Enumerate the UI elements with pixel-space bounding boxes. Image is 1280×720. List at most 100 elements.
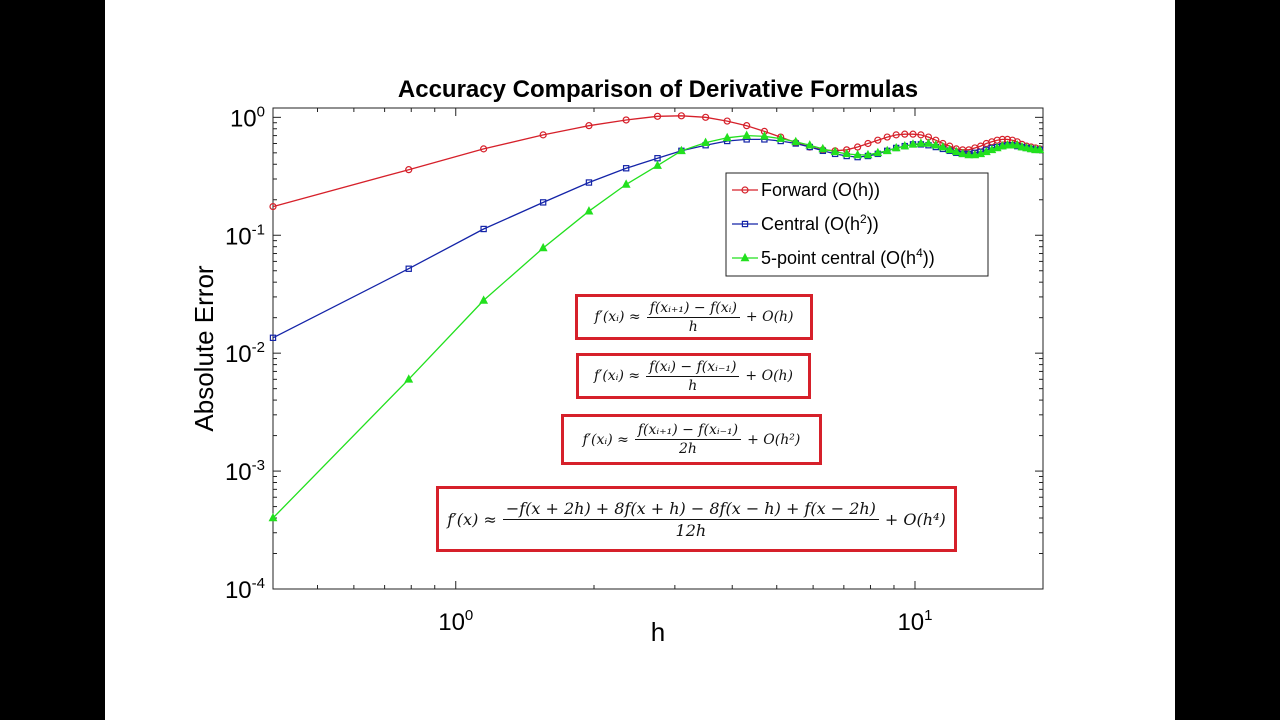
data-point [1035, 144, 1045, 154]
data-point [924, 138, 933, 147]
data-point [653, 160, 662, 169]
data-point [584, 206, 594, 215]
data-point [622, 116, 630, 124]
data-point [269, 334, 277, 341]
data-point [863, 149, 873, 159]
data-point [901, 130, 909, 138]
data-point [830, 146, 840, 156]
data-point [805, 140, 815, 149]
data-point [1017, 141, 1027, 151]
forward-difference-equation: f′(xᵢ) ≈ f(xᵢ₊₁) − f(xᵢ) h + O(h) [575, 294, 813, 340]
eq-numerator: f(xᵢ₊₁) − f(xᵢ₋₁) [634, 422, 742, 440]
data-point [676, 145, 686, 155]
eq-fraction: f(xᵢ₊₁) − f(xᵢ₋₁) 2h [634, 422, 742, 457]
y-tick-label: 10-3 [225, 457, 265, 486]
legend-entry: 5-point central (O(h4)) [761, 246, 935, 268]
eq-fraction: f(xᵢ) − f(xᵢ₋₁) h [646, 359, 740, 394]
legend-entry: Forward (O(h)) [761, 180, 880, 200]
data-point [791, 136, 801, 146]
eq-lhs: f′(xᵢ) ≈ [594, 309, 641, 325]
data-point [864, 139, 872, 148]
data-point [621, 179, 631, 188]
eq-numerator: f(xᵢ) − f(xᵢ₋₁) [646, 359, 740, 377]
eq-order: + O(h²) [747, 431, 801, 448]
eq-denominator: 2h [679, 441, 697, 457]
eq-lhs: f′(xᵢ) ≈ [582, 431, 629, 448]
data-point [480, 145, 488, 153]
data-point [479, 295, 489, 304]
data-point [892, 131, 900, 139]
data-point [882, 145, 892, 155]
data-point [585, 179, 593, 186]
data-point [723, 117, 731, 125]
data-point [818, 143, 828, 153]
eq-denominator: 12h [675, 520, 707, 540]
eq-denominator: h [688, 318, 698, 335]
data-point [883, 133, 891, 141]
data-point [743, 122, 751, 130]
data-point [951, 146, 961, 156]
data-point [759, 131, 769, 140]
eq-fraction: f(xᵢ₊₁) − f(xᵢ) h [646, 300, 740, 335]
data-point [539, 199, 547, 206]
y-tick-label: 10-4 [225, 575, 265, 604]
data-point [405, 265, 412, 272]
data-point [702, 113, 710, 121]
eq-fraction: −f(x + 2h) + 8f(x + h) − 8f(x − h) + f(x… [502, 499, 879, 540]
data-point [916, 138, 926, 147]
data-point [538, 242, 548, 252]
legend-entry: Central (O(h2)) [761, 212, 879, 234]
chart: 100 101 100 10-1 10-2 10-3 10-4 Accuracy Compar… [189, 76, 1045, 647]
eq-order: + O(h) [745, 309, 794, 325]
data-point [622, 165, 630, 172]
eq-denominator: h [688, 377, 698, 394]
legend-swatch-marker [741, 220, 749, 228]
x-tick-label: 101 [897, 607, 932, 636]
eq-order: + O(h⁴) [884, 509, 946, 529]
data-point [970, 149, 980, 159]
y-axis-label: Absolute Error [189, 265, 219, 432]
data-point [268, 512, 278, 522]
data-point [908, 139, 918, 148]
eq-lhs: f′(x) ≈ [447, 509, 497, 529]
backward-difference-equation: f′(xᵢ) ≈ f(xᵢ) − f(xᵢ₋₁) h + O(h) [576, 353, 811, 399]
chart-title: Accuracy Comparison of Derivative Formul… [398, 76, 918, 103]
central-difference-equation: f′(xᵢ) ≈ f(xᵢ₊₁) − f(xᵢ₋₁) 2h + O(h²) [561, 414, 822, 465]
data-point [964, 149, 974, 159]
data-point [891, 142, 901, 152]
data-point [722, 132, 732, 142]
x-tick-label: 100 [438, 607, 473, 636]
data-point [945, 144, 955, 154]
data-point [900, 141, 910, 150]
data-point [653, 112, 662, 120]
eq-numerator: −f(x + 2h) + 8f(x + h) − 8f(x − h) + f(x… [502, 499, 879, 520]
data-point [404, 374, 414, 383]
data-point [909, 130, 917, 138]
data-point [701, 137, 711, 146]
data-point [539, 131, 547, 139]
data-point [480, 225, 487, 233]
data-point [938, 141, 948, 151]
figure-canvas: 100 101 100 10-1 10-2 10-3 10-4 Accuracy Compar… [105, 0, 1175, 720]
data-point [958, 148, 968, 158]
data-point [585, 122, 593, 130]
data-point [677, 112, 686, 120]
five-point-central-equation: f′(x) ≈ −f(x + 2h) + 8f(x + h) − 8f(x − … [436, 486, 957, 552]
data-point [742, 130, 752, 139]
legend-box [725, 172, 989, 277]
data-point [873, 147, 883, 157]
eq-lhs: f′(xᵢ) ≈ [593, 368, 641, 384]
y-tick-label: 10-2 [225, 339, 265, 368]
data-point [405, 166, 413, 174]
data-point [931, 140, 941, 149]
legend-swatch-marker [740, 252, 750, 262]
eq-order: + O(h) [745, 368, 794, 384]
eq-numerator: f(xᵢ₊₁) − f(xᵢ) [646, 300, 740, 318]
y-tick-label: 100 [230, 103, 265, 132]
data-point [842, 148, 852, 158]
data-point [1012, 140, 1022, 149]
plot-frame [272, 107, 1044, 590]
series-2 [268, 130, 1045, 522]
data-point [917, 131, 925, 139]
x-axis-label: h [651, 617, 665, 647]
